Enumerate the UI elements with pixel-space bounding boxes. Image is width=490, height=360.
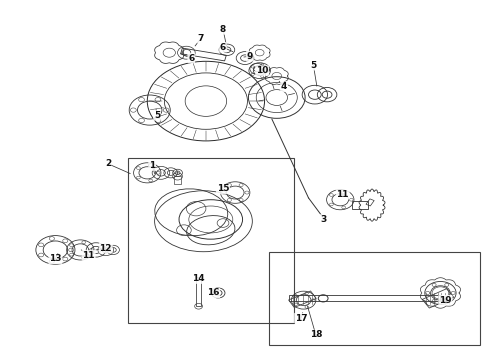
Text: 19: 19: [439, 296, 452, 305]
Text: 2: 2: [105, 159, 111, 168]
Bar: [270, 252, 480, 345]
Text: 6: 6: [220, 43, 226, 52]
Text: 9: 9: [246, 52, 253, 61]
Text: 13: 13: [49, 255, 62, 264]
Text: 15: 15: [217, 184, 229, 193]
Text: 11: 11: [337, 190, 349, 199]
Text: 11: 11: [82, 251, 95, 260]
Text: 10: 10: [256, 66, 269, 75]
Text: 18: 18: [310, 330, 322, 339]
Text: 7: 7: [198, 34, 204, 43]
Text: 5: 5: [154, 111, 160, 120]
Text: 4: 4: [281, 82, 287, 91]
Bar: [128, 158, 294, 323]
Text: 5: 5: [310, 61, 317, 70]
Text: 3: 3: [320, 215, 326, 224]
Text: 14: 14: [192, 274, 205, 283]
Text: 12: 12: [99, 244, 112, 253]
Text: 17: 17: [295, 314, 308, 323]
Text: 6: 6: [188, 54, 195, 63]
Text: 16: 16: [207, 288, 220, 297]
Text: 1: 1: [149, 161, 155, 170]
Text: 8: 8: [220, 25, 226, 34]
